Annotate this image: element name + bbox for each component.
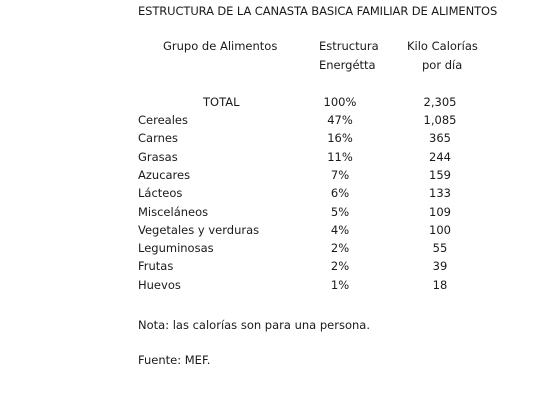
energy-percent: 16% [327, 131, 353, 146]
table-row: Grasas 11% 244 [0, 149, 543, 170]
energy-percent: 7% [330, 167, 350, 182]
kcal-per-day: 109 [429, 204, 451, 219]
kcal-per-day: 18 [432, 277, 448, 292]
header-food-group: Grupo de Alimentos [163, 39, 278, 53]
source-text: Fuente: MEF. [138, 353, 211, 367]
table-row: Azucares 7% 159 [0, 167, 543, 188]
kcal-per-day: 1,085 [423, 113, 457, 127]
header-structure: Estructura [319, 39, 379, 53]
energy-percent: 4% [330, 222, 350, 237]
food-group-name: Lácteos [138, 186, 183, 201]
table-row: Leguminosas 2% 55 [0, 243, 543, 261]
table-row: Lácteos 6% 133 [0, 188, 543, 206]
energy-percent: 6% [330, 186, 350, 201]
food-group-name: Huevos [138, 277, 181, 292]
energy-percent: 1% [330, 277, 350, 292]
total-row: TOTAL 100% 2,305 [0, 95, 543, 115]
energy-percent: 47% [327, 113, 353, 127]
total-label: TOTAL [203, 95, 240, 109]
header-per-day: por día [422, 58, 463, 72]
kcal-per-day: 133 [429, 186, 451, 201]
document-title: ESTRUCTURA DE LA CANASTA BASICA FAMILIAR… [138, 4, 498, 18]
kcal-per-day: 159 [429, 167, 451, 182]
total-kcal: 2,305 [423, 95, 457, 109]
energy-percent: 2% [330, 241, 350, 256]
header-structure-subtitle: Energétta [319, 58, 376, 72]
food-group-name: Frutas [138, 259, 174, 274]
table-row: Misceláneos 5% 109 [0, 204, 543, 225]
energy-percent: 2% [330, 259, 350, 274]
kcal-per-day: 244 [429, 149, 451, 164]
energy-percent: 11% [327, 149, 353, 164]
kcal-per-day: 100 [429, 222, 451, 237]
table-row: Huevos 1% 18 [0, 277, 543, 298]
food-group-name: Azucares [138, 167, 191, 182]
food-group-name: Leguminosas [138, 241, 214, 256]
food-group-name: Vegetales y verduras [138, 222, 260, 237]
food-group-name: Carnes [138, 131, 178, 146]
food-group-name: Cereales [138, 113, 188, 127]
note-text: Nota: las calorías son para una persona. [138, 318, 370, 332]
total-percent: 100% [323, 95, 357, 109]
kcal-per-day: 365 [429, 131, 451, 146]
table-row: Carnes 16% 365 [0, 133, 543, 151]
table-row: Vegetales y verduras 4% 100 [0, 222, 543, 243]
food-group-name: Grasas [138, 149, 178, 164]
table-row: Frutas 2% 39 [0, 261, 543, 279]
energy-percent: 5% [330, 204, 350, 219]
header-kilocalories: Kilo Calorías [407, 39, 478, 53]
food-group-name: Misceláneos [138, 204, 209, 219]
kcal-per-day: 55 [432, 241, 448, 256]
table-row: Cereales 47% 1,085 [0, 113, 543, 133]
kcal-per-day: 39 [432, 259, 448, 274]
